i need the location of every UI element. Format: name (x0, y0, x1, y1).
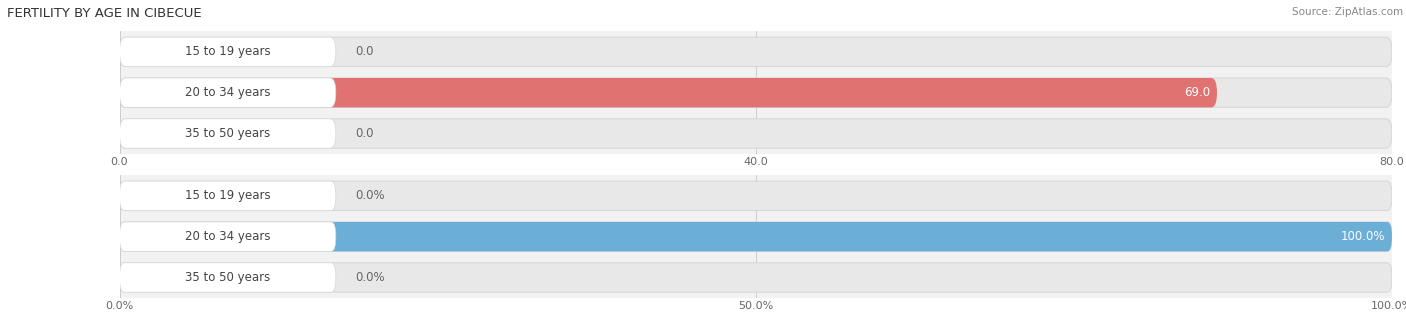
Text: 20 to 34 years: 20 to 34 years (186, 86, 270, 99)
Text: Source: ZipAtlas.com: Source: ZipAtlas.com (1292, 7, 1403, 17)
Text: 15 to 19 years: 15 to 19 years (184, 189, 270, 202)
Text: FERTILITY BY AGE IN CIBECUE: FERTILITY BY AGE IN CIBECUE (7, 7, 201, 20)
Text: 35 to 50 years: 35 to 50 years (186, 271, 270, 284)
Text: 35 to 50 years: 35 to 50 years (186, 127, 270, 140)
Text: 0.0%: 0.0% (354, 189, 384, 202)
Text: 0.0%: 0.0% (354, 271, 384, 284)
FancyBboxPatch shape (120, 78, 336, 107)
FancyBboxPatch shape (120, 78, 1392, 107)
FancyBboxPatch shape (120, 222, 336, 251)
FancyBboxPatch shape (120, 181, 336, 211)
FancyBboxPatch shape (120, 78, 1218, 107)
FancyBboxPatch shape (120, 263, 1392, 292)
Text: 69.0: 69.0 (1184, 86, 1211, 99)
FancyBboxPatch shape (120, 222, 1392, 251)
Text: 0.0: 0.0 (354, 127, 374, 140)
FancyBboxPatch shape (120, 263, 336, 292)
Text: 100.0%: 100.0% (1341, 230, 1385, 243)
FancyBboxPatch shape (120, 119, 336, 148)
Text: 0.0: 0.0 (354, 45, 374, 58)
FancyBboxPatch shape (120, 181, 1392, 211)
FancyBboxPatch shape (120, 222, 1392, 251)
Text: 15 to 19 years: 15 to 19 years (184, 45, 270, 58)
Text: 20 to 34 years: 20 to 34 years (186, 230, 270, 243)
FancyBboxPatch shape (120, 37, 336, 67)
FancyBboxPatch shape (120, 37, 1392, 67)
FancyBboxPatch shape (120, 119, 1392, 148)
